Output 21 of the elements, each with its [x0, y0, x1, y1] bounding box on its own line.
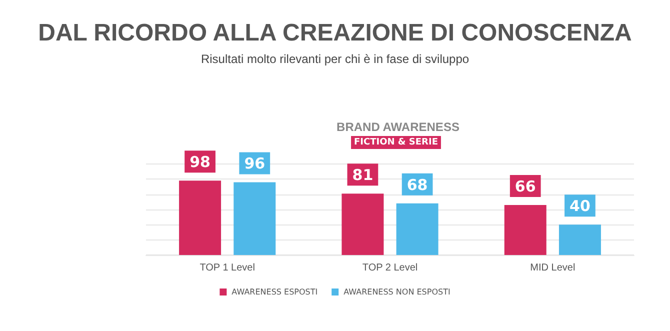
legend-label: AWARENESS ESPOSTI	[232, 288, 318, 296]
x-tick-label: TOP 2 Level	[362, 262, 418, 274]
bar	[396, 203, 438, 255]
data-label: 81	[352, 166, 374, 184]
data-label: 98	[190, 153, 210, 172]
data-label: 66	[514, 177, 536, 196]
data-label: 96	[244, 154, 266, 173]
legend-label: AWARENESS NON ESPOSTI	[344, 288, 450, 296]
x-tick-label: MID Level	[530, 262, 576, 274]
bar	[504, 204, 546, 255]
bar	[342, 194, 384, 255]
text: FICTION & SERIE	[354, 138, 438, 148]
data-label: 40	[570, 197, 590, 216]
bar	[234, 182, 276, 255]
bar	[179, 180, 222, 255]
text: BRAND AWARENESS	[336, 120, 460, 134]
x-tick-label: TOP 1 Level	[200, 262, 255, 274]
data-label: 68	[406, 176, 428, 194]
bar	[558, 224, 601, 255]
chart-subtitle: Risultati molto rilevanti per chi è in fase di sviluppo	[200, 52, 470, 66]
chart-title: DAL RICORDO ALLA CREAZIONE DI CONOSCENZA	[38, 20, 632, 46]
